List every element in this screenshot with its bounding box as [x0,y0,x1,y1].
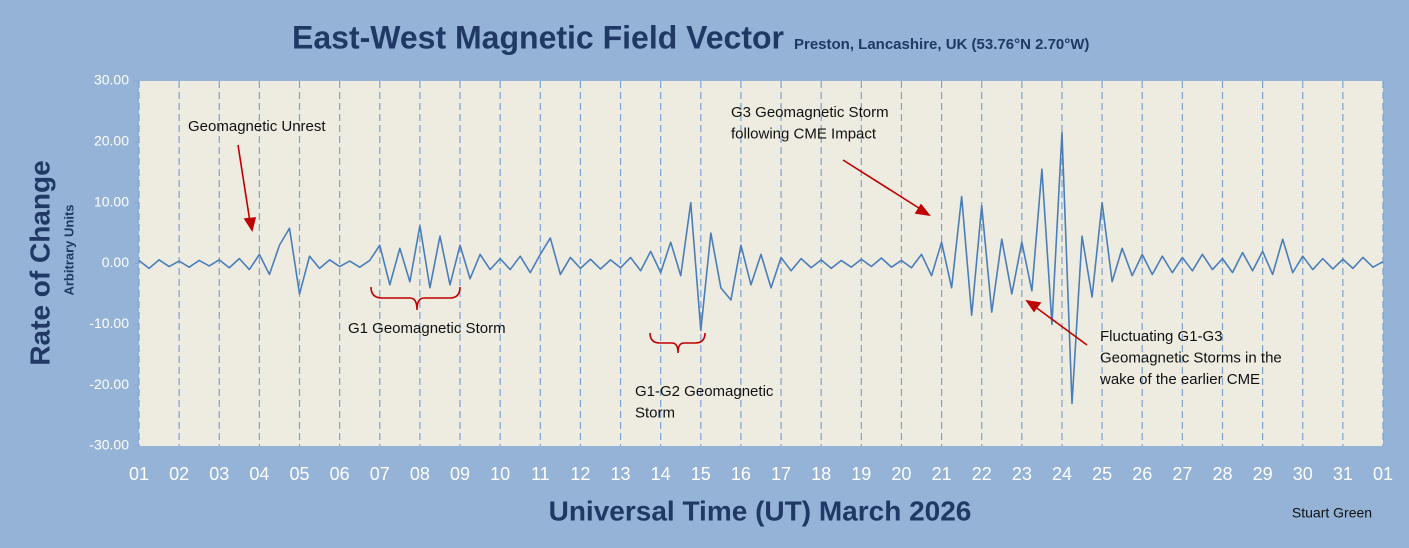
x-tick-label: 25 [1092,464,1112,484]
x-tick-label: 21 [932,464,952,484]
annotation: Geomagnetic Unrest [188,118,326,135]
x-tick-label: 05 [290,464,310,484]
brace [370,286,461,311]
x-tick-label: 01 [129,464,149,484]
arrowhead [1025,299,1042,313]
x-tick-label: 06 [330,464,350,484]
x-tick-label: 19 [851,464,871,484]
annotation: G1-G2 Geomagnetic [635,383,774,400]
arrowhead [243,217,257,233]
x-tick-label: 28 [1212,464,1232,484]
annotation: Geomagnetic Storms in the [1100,349,1282,366]
x-tick-label: 17 [771,464,791,484]
annotation: Fluctuating G1-G3 [1100,328,1223,345]
x-tick-label: 03 [209,464,229,484]
x-tick-label: 04 [249,464,269,484]
y-tick-label: -20.00 [89,376,129,392]
x-tick-label: 09 [450,464,470,484]
y-tick-label: -10.00 [89,315,129,331]
y-axis-sublabel: Arbitrary Units [61,204,76,295]
x-tick-label: 16 [731,464,751,484]
annotation-shapes [237,144,1088,354]
brace [649,332,706,354]
x-tick-label: 08 [410,464,430,484]
annotation: G3 Geomagnetic Storm [731,104,889,121]
credit: Stuart Green [1292,505,1372,521]
chart-subtitle: Preston, Lancashire, UK (53.76°N 2.70°W) [794,36,1089,53]
x-tick-label: 15 [691,464,711,484]
x-tick-label: 10 [490,464,510,484]
x-tick-label: 12 [570,464,590,484]
y-tick-label: 30.00 [94,72,129,88]
x-tick-label: 20 [891,464,911,484]
x-tick-label: 23 [1012,464,1032,484]
x-tick-label: 30 [1293,464,1313,484]
x-axis-label: Universal Time (UT) March 2026 [549,495,972,526]
arrowhead [914,203,931,217]
x-tick-label: 31 [1333,464,1353,484]
annotation: G1 Geomagnetic Storm [348,320,506,337]
data-line [138,131,1384,405]
y-tick-label: 0.00 [102,254,129,270]
x-tick-label: 01 [1373,464,1393,484]
arrow [842,159,923,211]
x-tick-label: 11 [531,464,550,484]
x-tick-label: 29 [1253,464,1273,484]
arrow [1033,305,1088,346]
arrow [237,144,251,223]
x-tick-label: 18 [811,464,831,484]
x-tick-label: 22 [972,464,992,484]
y-tick-label: 20.00 [94,133,129,149]
x-tick-label: 02 [169,464,189,484]
x-tick-label: 26 [1132,464,1152,484]
x-tick-label: 07 [370,464,390,484]
annotation: Storm [635,404,675,421]
y-tick-label: 10.00 [94,193,129,209]
annotation: wake of the earlier CME [1099,371,1260,388]
y-axis-label: Rate of Change [24,160,55,365]
chart-title: East-West Magnetic Field Vector [292,19,784,55]
x-tick-label: 24 [1052,464,1072,484]
x-tick-label: 13 [611,464,631,484]
x-tick-label: 27 [1172,464,1192,484]
x-tick-label: 14 [651,464,671,484]
y-tick-label: -30.00 [89,437,129,453]
annotation: following CME Impact [731,125,877,142]
